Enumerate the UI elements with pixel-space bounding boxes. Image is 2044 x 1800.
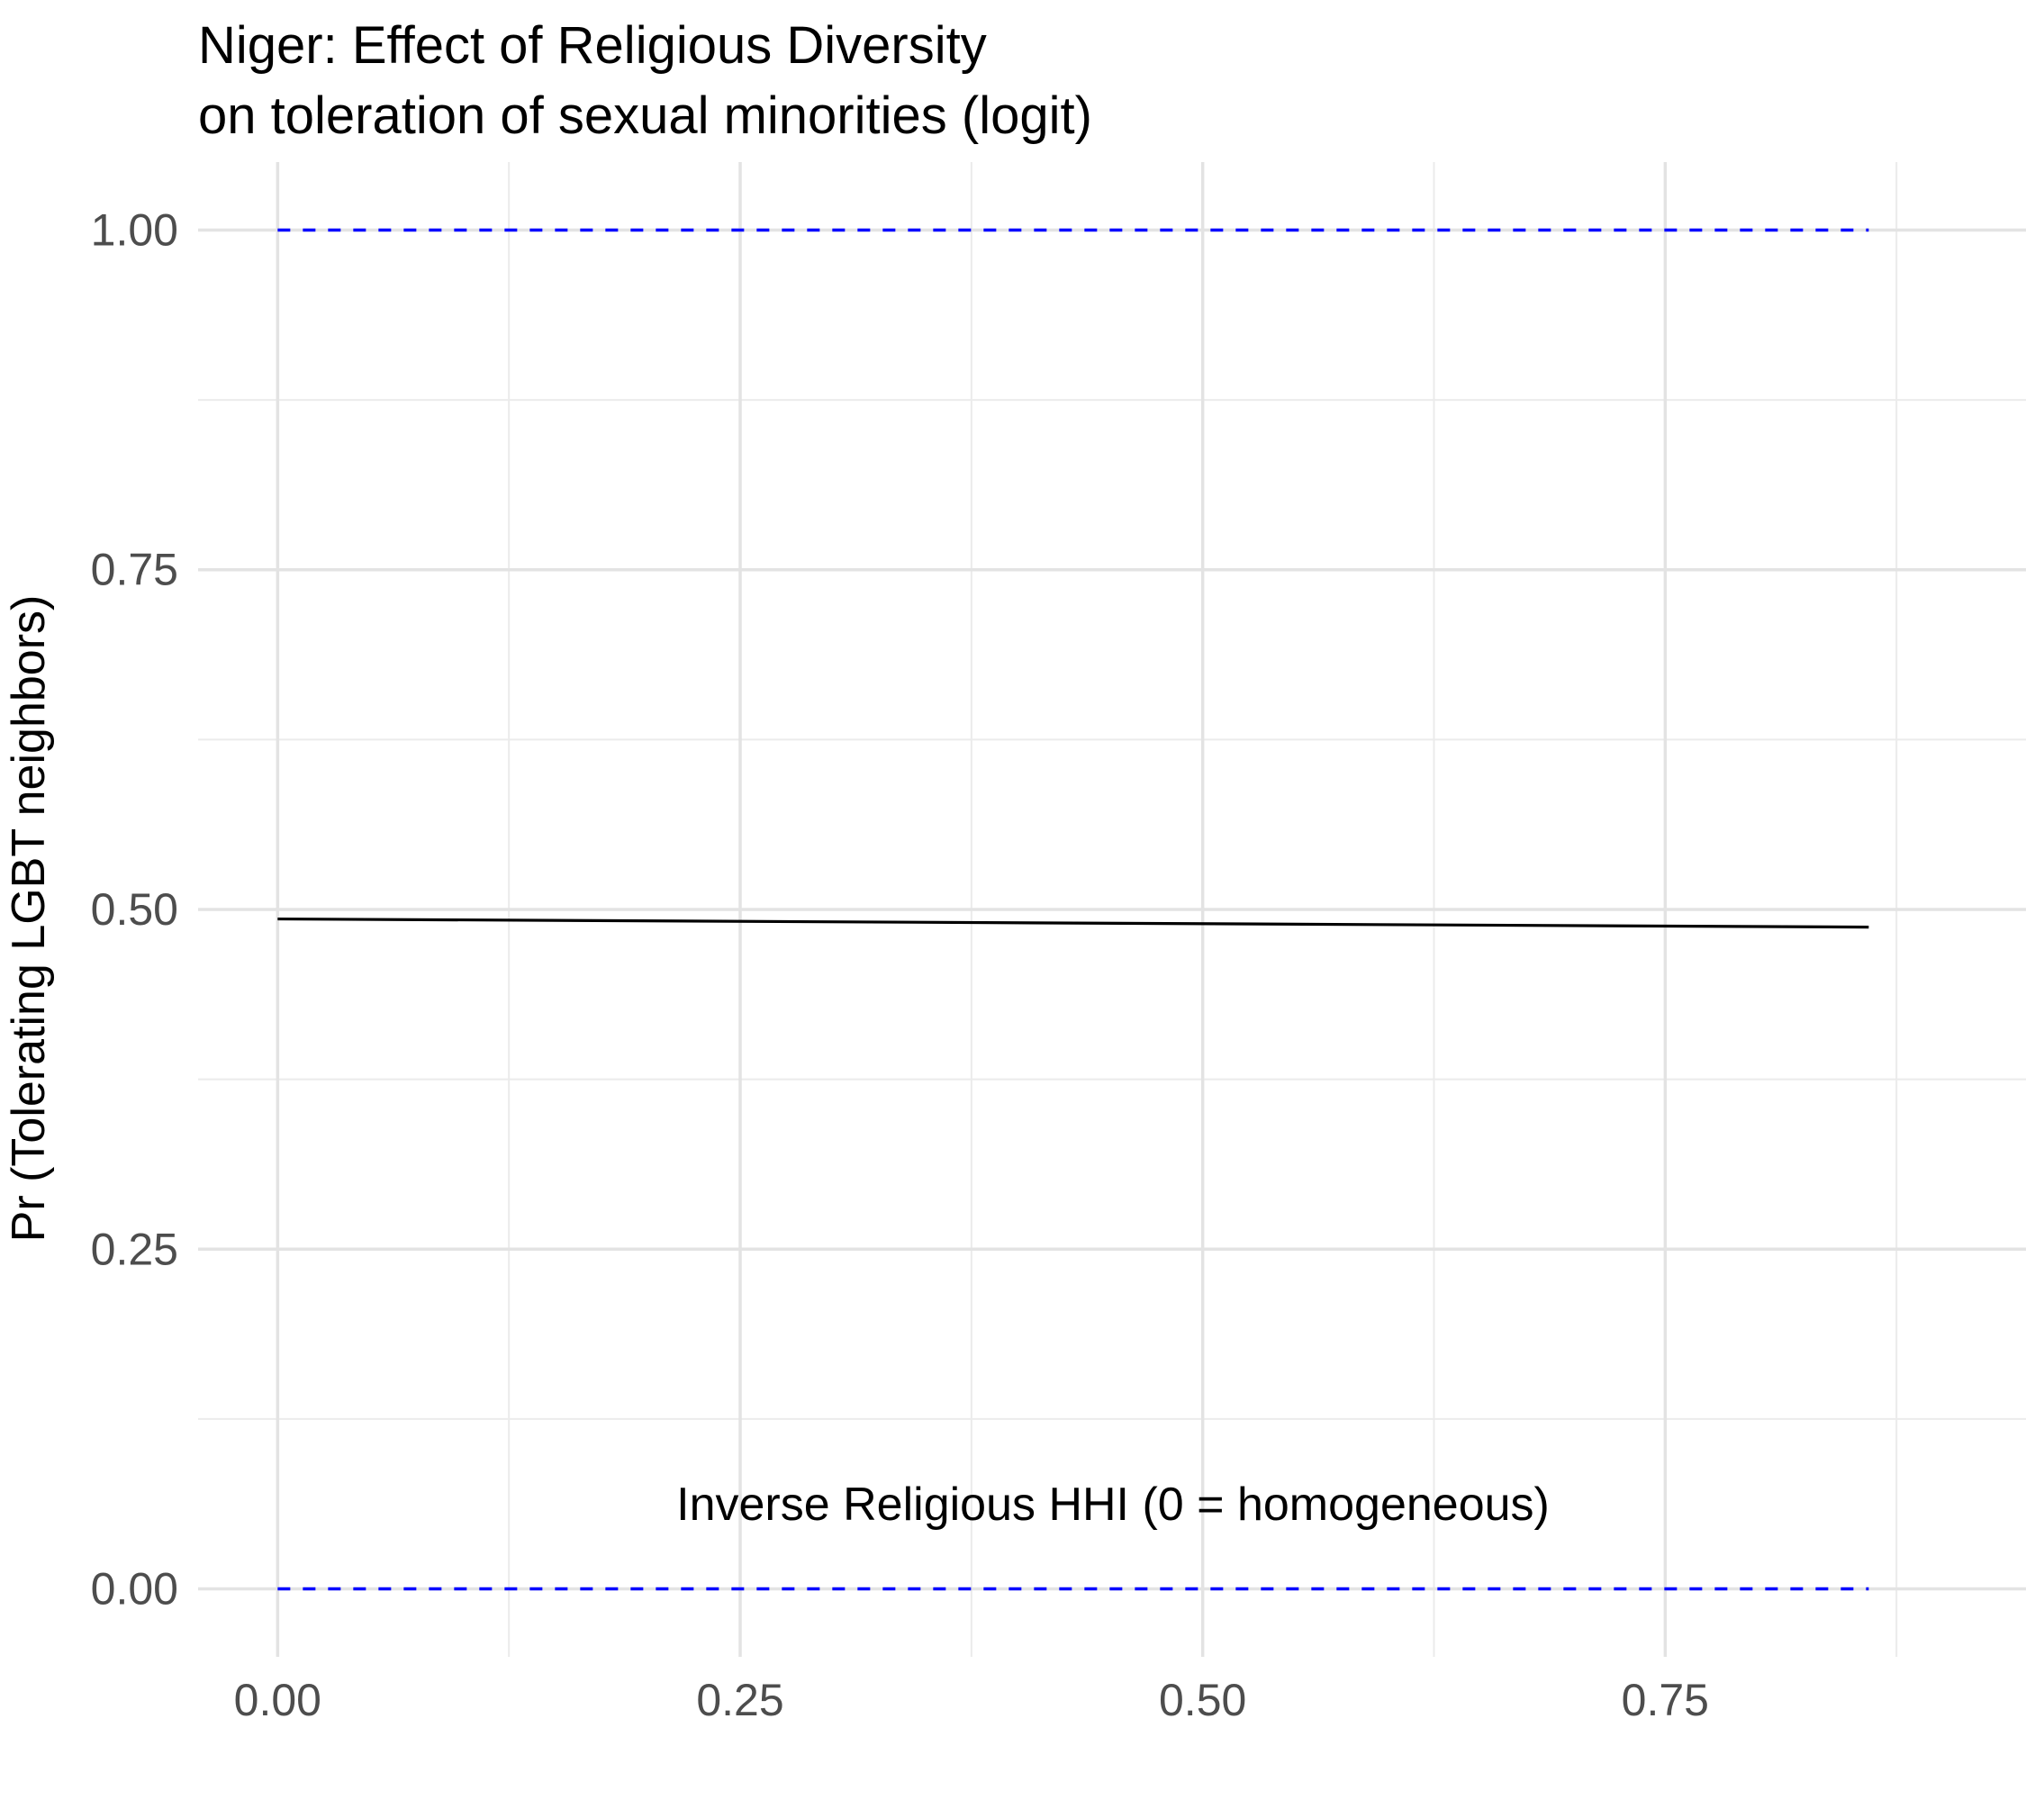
plot-area <box>277 228 1869 1591</box>
x-tick-label: 0.00 <box>234 1675 321 1725</box>
y-tick-label: 0.50 <box>91 884 178 935</box>
series-line-predicted-probability <box>277 917 1869 929</box>
grid <box>198 162 2026 1657</box>
x-axis-label: Inverse Religious HHI (0 = homogeneous) <box>676 1479 1550 1531</box>
y-axis-label: Pr (Tolerating LGBT neighbors) <box>3 595 55 1243</box>
chart-title: Niger: Effect of Religious Diversity <box>198 16 987 75</box>
y-tick-label: 0.75 <box>91 545 178 595</box>
x-tick-label: 0.25 <box>696 1675 783 1725</box>
chart-subtitle: on toleration of sexual minorities (logi… <box>198 86 1092 145</box>
y-tick-label: 0.00 <box>91 1564 178 1615</box>
y-tick-label: 0.25 <box>91 1224 178 1274</box>
x-tick-label: 0.50 <box>1159 1675 1246 1725</box>
axis-ticks: 0.00 0.25 0.50 0.75 0.00 0.25 0.50 0.75 1.00 <box>91 204 1709 1725</box>
y-tick-label: 1.00 <box>91 204 178 255</box>
x-tick-label: 0.75 <box>1622 1675 1709 1725</box>
